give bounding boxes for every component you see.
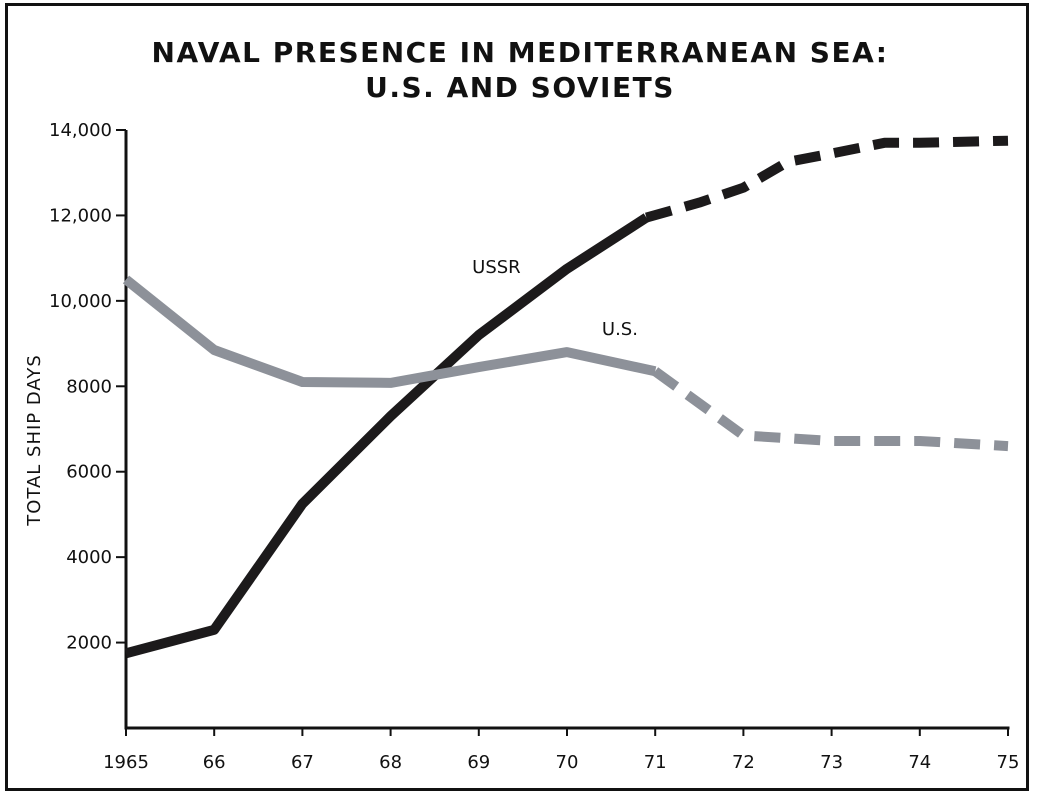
series-label-ussr: USSR (472, 257, 521, 278)
y-tick-label: 6000 (66, 462, 112, 483)
series-lines (122, 135, 1009, 659)
x-tick-label: 68 (379, 752, 402, 773)
x-tick-label: 72 (732, 752, 755, 773)
chart-title-line-2: U.S. AND SOVIETS (365, 71, 675, 104)
y-tick-label: 2000 (66, 633, 112, 654)
y-tick-label: 4000 (66, 547, 112, 568)
series-labels: USSR U.S. (472, 257, 638, 340)
series-projection-ussr (645, 135, 1009, 223)
x-tick-label: 71 (644, 752, 667, 773)
series-line-us (122, 275, 657, 388)
x-tick-label: 69 (467, 752, 490, 773)
y-tick-label: 14,000 (49, 120, 112, 141)
x-tick-label: 73 (820, 752, 843, 773)
x-tick-label: 67 (291, 752, 314, 773)
chart-title: NAVAL PRESENCE IN MEDITERRANEAN SEA: U.S… (152, 36, 889, 104)
series-line-ussr (124, 213, 650, 659)
chart-frame (5, 3, 1029, 791)
chart-title-line-1: NAVAL PRESENCE IN MEDITERRANEAN SEA: (152, 36, 889, 69)
x-tick-label: 66 (203, 752, 226, 773)
series-projection-us (652, 367, 1009, 452)
axes: 2000 4000 6000 8000 10,000 12,000 14,000 1965 66… (49, 120, 1019, 773)
y-tick-label: 10,000 (49, 291, 112, 312)
x-tick-label: 70 (556, 752, 579, 773)
x-tick-label: 75 (997, 752, 1020, 773)
y-tick-label: 8000 (66, 376, 112, 397)
y-axis-label: TOTAL SHIP DAYS (24, 354, 45, 527)
x-tick-label: 74 (908, 752, 931, 773)
y-tick-label: 12,000 (49, 205, 112, 226)
series-label-us: U.S. (602, 319, 638, 340)
x-tick-label: 1965 (103, 752, 149, 773)
